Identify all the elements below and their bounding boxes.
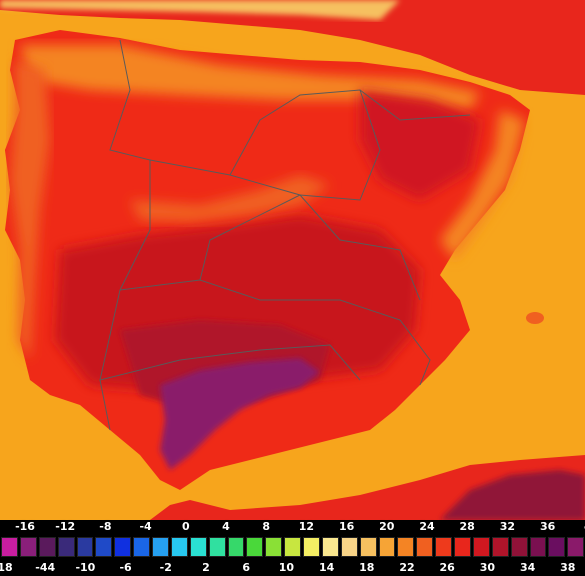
legend-tick-label: 26	[439, 561, 455, 574]
admin-borders	[99, 39, 471, 431]
colorbar-swatch	[529, 537, 547, 557]
legend-tick-label: 32	[499, 520, 516, 533]
colorbar-swatch	[208, 537, 226, 557]
colorbar-swatch	[133, 537, 150, 557]
colorbar-swatch	[19, 537, 37, 557]
legend-tick-label: -10	[75, 561, 96, 574]
france-coast-glow	[0, 0, 400, 20]
colorbar-swatch	[340, 537, 358, 557]
legend-tick-label: 30	[479, 561, 496, 574]
legend-tick-label: 8	[262, 520, 271, 533]
colorbar-swatch	[95, 537, 113, 557]
legend-tick-label: -4	[139, 520, 152, 533]
africa-hot-area	[440, 470, 585, 520]
legend-tick-label: 10	[278, 561, 295, 574]
legend-tick-label: -8	[99, 520, 112, 533]
legend-tick-label: 34	[519, 561, 536, 574]
legend-tick-label: 28	[459, 520, 475, 533]
balearic-island	[526, 312, 544, 324]
legend-tick-label: 24	[419, 520, 435, 533]
colorbar-swatch	[359, 537, 377, 557]
legend-tick-label: 18	[359, 561, 375, 574]
west-coast-band	[10, 60, 50, 360]
colorbar-swatch	[397, 537, 415, 557]
colorbar-swatch	[170, 537, 188, 557]
colorbar-swatch	[246, 537, 264, 557]
legend-tick-label: 12	[298, 520, 315, 533]
legend-tick-label: 20	[379, 520, 395, 533]
france-landmass	[0, 0, 585, 95]
legend-tick-label: -2	[159, 561, 172, 574]
temperature-map-canvas	[0, 0, 585, 520]
legend-tick-label: 36	[539, 520, 556, 533]
legend-tick-label: 4	[584, 520, 585, 534]
colorbar-swatch	[152, 537, 169, 557]
legend-tick-label: 6	[242, 561, 251, 574]
ebro-hot-area	[360, 90, 480, 200]
colorbar-swatch	[472, 537, 490, 557]
colorbar-swatch	[416, 537, 434, 557]
extreme-heat-area	[160, 358, 320, 470]
legend-top-labels: -16 -12 -8 -4 0 4 8 12 16 20 24 28 32 36 4	[0, 520, 585, 534]
east-coast-band	[440, 110, 525, 260]
legend-tick-label: 16	[338, 520, 355, 533]
colorbar-swatch	[227, 537, 245, 557]
colorbar-swatch	[567, 537, 585, 557]
legend-tick-label: -16	[15, 520, 35, 533]
legend-tick-label: -12	[55, 520, 76, 533]
legend-tick-label: 18	[0, 561, 13, 574]
colorbar-swatch	[491, 537, 509, 557]
colorbar-swatch	[435, 537, 452, 557]
colorbar-swatch	[321, 537, 339, 557]
legend-bottom-labels: 18 -44 -10 -6 -2 2 6 10 14 18 22 26 30 34 38	[0, 561, 585, 575]
colorbar-swatch	[378, 537, 396, 557]
colorbar-swatch	[454, 537, 471, 557]
central-range-band	[130, 175, 330, 222]
colorbar-swatch	[57, 537, 75, 557]
legend-tick-label: 0	[181, 520, 190, 533]
colorbar-swatch	[76, 537, 94, 557]
legend-tick-label: -6	[119, 561, 132, 574]
colorbar-swatch	[284, 537, 301, 557]
legend-tick-label: 22	[399, 561, 415, 574]
colorbar-swatch	[189, 537, 207, 557]
temperature-colorbar	[0, 536, 585, 558]
colorbar-swatch	[1, 537, 18, 557]
legend-tick-label: 14	[318, 561, 335, 574]
colorbar-swatch	[38, 537, 56, 557]
colorbar-swatch	[303, 537, 320, 557]
legend-tick-label: -44	[35, 561, 56, 574]
colorbar-swatch	[548, 537, 566, 557]
colorbar-swatch	[265, 537, 283, 557]
legend-tick-label: 2	[202, 561, 210, 574]
colorbar-swatch	[510, 537, 528, 557]
colorbar-swatch	[114, 537, 132, 557]
legend-tick-label: 4	[222, 520, 230, 533]
legend-tick-label: 38	[560, 561, 576, 574]
